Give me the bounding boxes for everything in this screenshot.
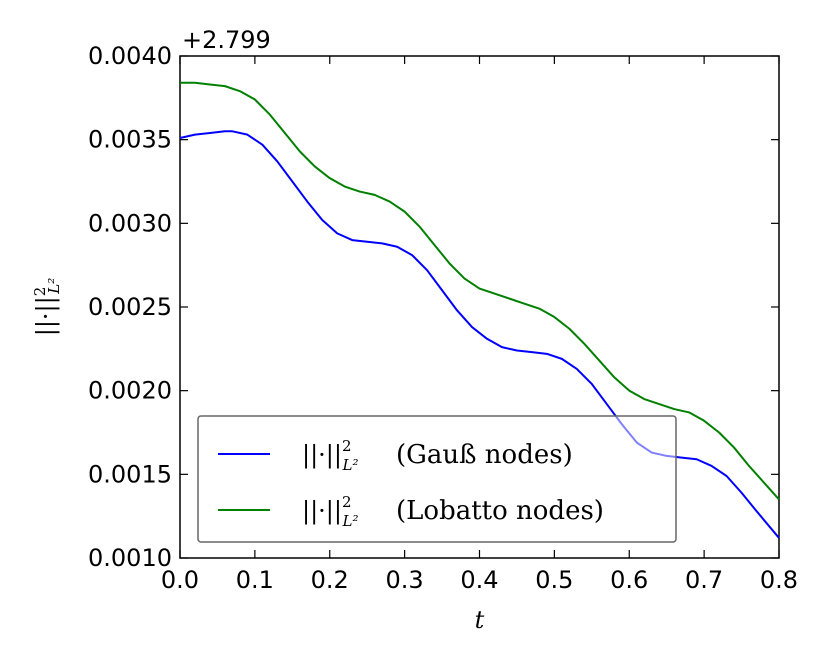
x-tick-label: 0.6: [610, 566, 648, 594]
x-tick-label: 0.0: [161, 566, 199, 594]
y-axis-label-sub: L²: [45, 278, 63, 295]
x-tick-label: 0.5: [535, 566, 573, 594]
y-axis: 0.0010 0.0015 0.0020 0.0025 0.0030 0.0035 0.00…: [88, 42, 779, 572]
x-tick-label: 0.3: [386, 566, 424, 594]
y-tick-label: 0.0040: [88, 42, 172, 70]
x-tick-label: 0.1: [236, 566, 274, 594]
legend-math-lobatto: ||·||2 L²: [302, 493, 359, 530]
legend-box: [197, 415, 677, 543]
legend-norm: ||·||: [302, 441, 342, 470]
legend-sup: 2: [342, 437, 352, 455]
legend-sup: 2: [342, 493, 352, 511]
y-axis-label-sup: 2: [31, 287, 49, 297]
legend: ||·||2 L² (Gauß nodes)||·||2 L² (Lobatto nod…: [197, 415, 677, 543]
y-tick-label: 0.0025: [88, 293, 172, 321]
legend-label-lobatto: (Lobatto nodes): [396, 496, 604, 526]
x-tick-label: 0.4: [460, 566, 498, 594]
y-tick-label: 0.0035: [88, 126, 172, 154]
legend-sub: L²: [342, 512, 359, 530]
legend-norm: ||·||: [302, 497, 342, 526]
y-tick-label: 0.0015: [88, 460, 172, 488]
y-axis-label-norm: ||·||: [32, 296, 61, 336]
y-tick-label: 0.0030: [88, 209, 172, 237]
legend-label-gauss: (Gauß nodes): [396, 440, 573, 470]
x-tick-label: 0.8: [760, 566, 798, 594]
x-tick-label: 0.2: [311, 566, 349, 594]
y-axis-label: ||·||2L²: [31, 278, 63, 337]
y-tick-label: 0.0010: [88, 544, 172, 572]
y-tick-label: 0.0020: [88, 377, 172, 405]
x-axis-label: t: [475, 606, 485, 634]
x-axis: 0.0 0.1 0.2 0.3 0.4 0.5 0.6 0.7 0.8: [161, 56, 798, 594]
legend-math-gauss: ||·||2 L²: [302, 437, 359, 474]
x-tick-label: 0.7: [685, 566, 723, 594]
series-line-lobatto: [180, 81, 780, 501]
y-offset-label: +2.799: [182, 26, 271, 54]
legend-sub: L²: [342, 456, 359, 474]
